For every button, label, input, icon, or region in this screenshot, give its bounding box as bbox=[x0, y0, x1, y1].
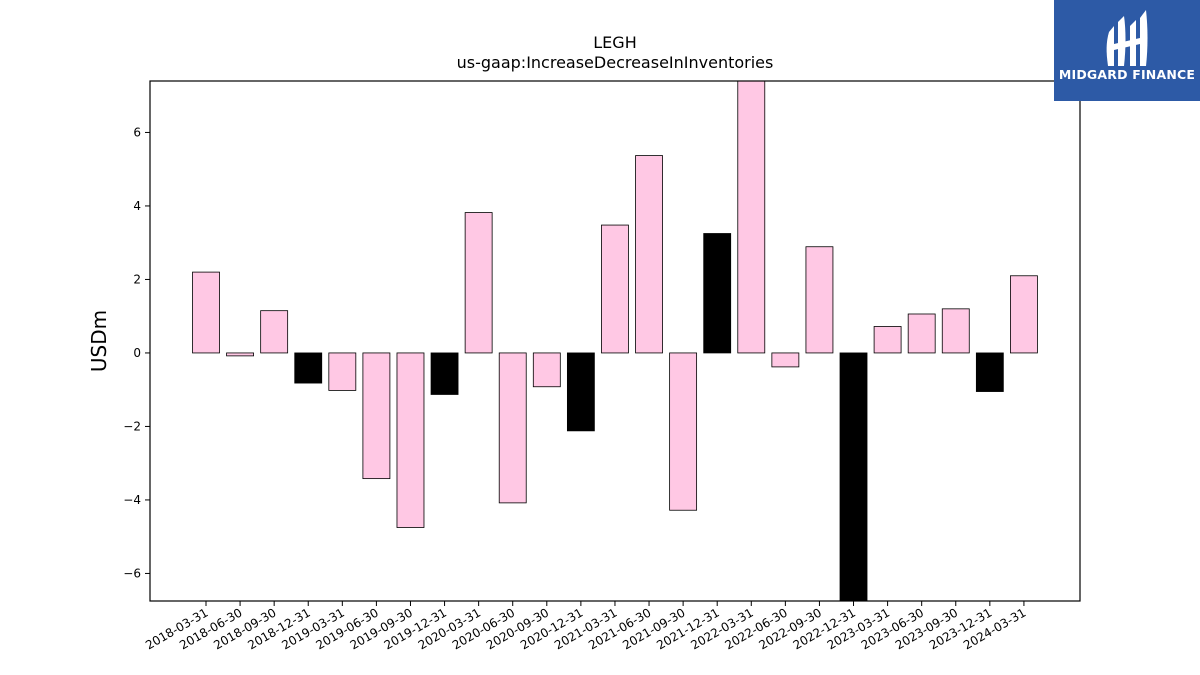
y-tick-label: 6 bbox=[133, 125, 141, 139]
y-tick-label: 0 bbox=[133, 346, 141, 360]
bar-2018-09-30 bbox=[260, 310, 289, 354]
bar-2022-06-30 bbox=[771, 352, 800, 368]
bar-2022-03-31 bbox=[737, 81, 766, 354]
bar-2023-03-31 bbox=[873, 326, 902, 354]
bar-2021-06-30 bbox=[635, 155, 663, 354]
midgard-logo-icon bbox=[1106, 10, 1148, 66]
bar-2022-09-30 bbox=[805, 246, 834, 354]
y-tick-label: 2 bbox=[133, 272, 141, 286]
chart-title: LEGH bbox=[593, 33, 636, 52]
bar-2020-06-30 bbox=[498, 352, 527, 504]
y-tick-label: 4 bbox=[133, 199, 141, 213]
x-axis: 2018-03-312018-06-302018-09-302018-12-31… bbox=[143, 601, 1028, 652]
bar-2018-06-30 bbox=[226, 352, 254, 357]
bar-2022-12-31 bbox=[839, 352, 868, 601]
chart-subtitle: us-gaap:IncreaseDecreaseInInventories bbox=[457, 53, 774, 72]
y-tick-label: −6 bbox=[123, 566, 141, 580]
bar-2019-09-30 bbox=[396, 352, 425, 528]
bar-2020-12-31 bbox=[566, 352, 595, 432]
bar-2021-09-30 bbox=[669, 352, 698, 511]
bar-2019-06-30 bbox=[362, 352, 391, 480]
bar-2019-03-31 bbox=[328, 352, 357, 391]
brand-logo: MIDGARD FINANCE bbox=[1054, 0, 1200, 101]
y-tick-label: −4 bbox=[123, 493, 141, 507]
brand-logo-text: MIDGARD FINANCE bbox=[1058, 67, 1196, 82]
bar-2018-12-31 bbox=[294, 352, 323, 384]
y-axis-label: USDm bbox=[87, 310, 111, 372]
bar-2020-03-31 bbox=[464, 212, 493, 354]
bar-2019-12-31 bbox=[430, 352, 459, 395]
y-tick-label: −2 bbox=[123, 419, 141, 433]
bar-2023-09-30 bbox=[941, 308, 970, 354]
bars-layer bbox=[192, 81, 1038, 601]
bar-2023-06-30 bbox=[907, 313, 936, 354]
bar-2021-03-31 bbox=[601, 224, 629, 354]
bar-2018-03-31 bbox=[192, 271, 220, 354]
bar-2021-12-31 bbox=[703, 233, 732, 354]
bar-2023-12-31 bbox=[975, 352, 1004, 392]
y-axis: −6 −4 −2 0 2 4 6 bbox=[123, 125, 150, 580]
bar-2024-03-31 bbox=[1010, 275, 1038, 354]
bar-2020-09-30 bbox=[532, 352, 561, 388]
